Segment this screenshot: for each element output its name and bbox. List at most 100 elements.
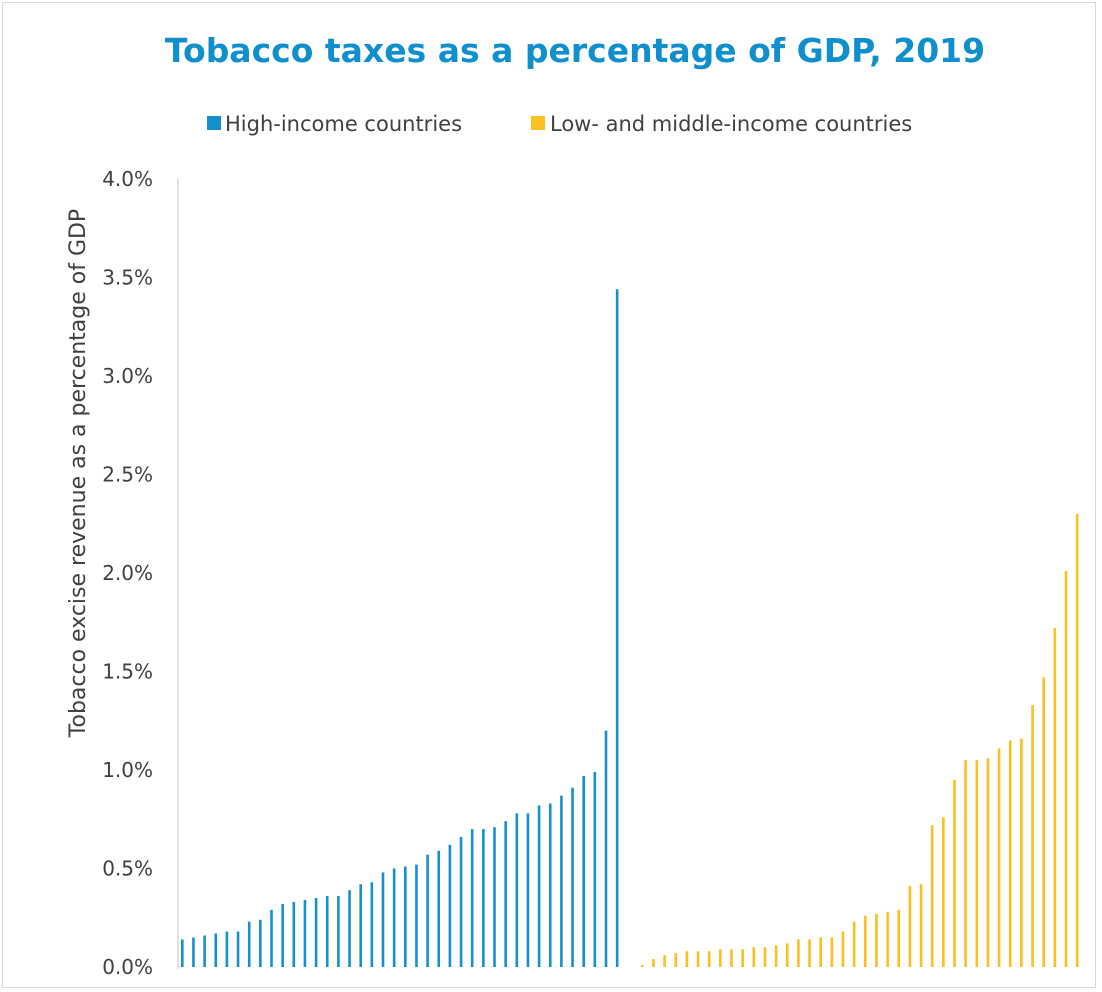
bar-high-income xyxy=(470,829,474,967)
bar-low-middle-income xyxy=(1031,704,1034,967)
tobacco-tax-chart: Tobacco taxes as a percentage of GDP, 20… xyxy=(66,31,1079,979)
bar-low-middle-income xyxy=(1064,571,1068,967)
bar-low-middle-income xyxy=(1008,740,1012,967)
bar-high-income xyxy=(493,827,496,967)
bar-high-income xyxy=(404,866,407,967)
bar-low-middle-income xyxy=(752,947,756,967)
bar-low-middle-income xyxy=(986,758,990,967)
bar-high-income xyxy=(370,882,374,967)
bar-high-income xyxy=(325,896,329,967)
bar-high-income xyxy=(593,771,597,967)
bar-low-middle-income xyxy=(819,937,822,967)
legend: High-income countries Low- and middle-in… xyxy=(207,112,912,136)
y-tick-label: 1.0% xyxy=(102,758,153,782)
bar-high-income xyxy=(247,921,251,967)
bar-high-income xyxy=(381,872,385,967)
bar-low-middle-income xyxy=(964,760,967,967)
bar-low-middle-income xyxy=(1053,628,1057,967)
bar-high-income xyxy=(214,933,218,967)
bar-low-middle-income xyxy=(763,947,767,967)
bar-low-middle-income xyxy=(785,943,789,967)
bar-low-middle-income xyxy=(864,915,867,967)
bar-high-income xyxy=(259,919,262,967)
bar-high-income xyxy=(515,813,519,967)
bar-low-middle-income xyxy=(886,911,889,967)
bar-low-middle-income xyxy=(919,884,923,967)
y-tick-label: 4.0% xyxy=(102,167,153,191)
bar-low-middle-income xyxy=(852,921,856,967)
bar-high-income xyxy=(303,900,307,967)
y-tick-label: 3.5% xyxy=(102,266,153,290)
bar-high-income xyxy=(482,829,485,967)
bar-low-middle-income xyxy=(975,760,979,967)
bar-high-income xyxy=(337,896,340,967)
bar-low-middle-income xyxy=(797,939,800,967)
y-tick-label: 0.0% xyxy=(102,955,153,979)
bar-low-middle-income xyxy=(897,909,901,967)
bar-high-income xyxy=(537,805,541,967)
bar-low-middle-income xyxy=(641,965,644,967)
bar-low-middle-income xyxy=(953,779,956,967)
y-tick-label: 3.0% xyxy=(102,364,153,388)
bar-high-income xyxy=(415,864,418,967)
legend-label-low-middle-income: Low- and middle-income countries xyxy=(550,112,912,136)
bar-low-middle-income xyxy=(808,939,811,967)
bar-low-middle-income xyxy=(652,959,655,967)
bar-high-income xyxy=(526,813,530,967)
bar-low-middle-income xyxy=(741,949,744,967)
bar-high-income xyxy=(504,821,507,967)
bar-high-income xyxy=(314,898,318,967)
bar-high-income xyxy=(192,937,195,967)
legend-swatch-high-income xyxy=(207,116,221,130)
bar-low-middle-income xyxy=(1020,738,1023,967)
bar-high-income xyxy=(181,939,184,967)
bar-low-middle-income xyxy=(830,937,834,967)
bar-low-middle-income xyxy=(674,953,678,967)
bar-high-income xyxy=(437,850,441,967)
bar-high-income xyxy=(548,803,552,967)
legend-swatch-low-middle-income xyxy=(531,116,545,130)
bar-high-income xyxy=(571,787,574,967)
bar-low-middle-income xyxy=(841,931,845,967)
y-axis-label: Tobacco excise revenue as a percentage o… xyxy=(66,209,91,738)
bar-low-middle-income xyxy=(1075,513,1079,967)
bar-low-middle-income xyxy=(930,825,934,967)
bar-high-income xyxy=(604,730,608,967)
bar-low-middle-income xyxy=(908,886,912,967)
y-tick-label: 1.5% xyxy=(102,660,153,684)
bar-high-income xyxy=(348,890,351,967)
bar-low-middle-income xyxy=(719,949,722,967)
y-tick-label: 2.5% xyxy=(102,463,153,487)
bar-high-income xyxy=(448,844,452,967)
bar-high-income xyxy=(292,901,296,967)
bar-low-middle-income xyxy=(685,951,689,967)
bar-low-middle-income xyxy=(663,955,666,967)
bars xyxy=(181,289,1079,967)
chart-title: Tobacco taxes as a percentage of GDP, 20… xyxy=(165,31,985,70)
bar-high-income xyxy=(392,868,396,967)
legend-label-high-income: High-income countries xyxy=(225,112,462,136)
bar-high-income xyxy=(225,931,229,967)
bar-high-income xyxy=(236,931,240,967)
bar-high-income xyxy=(560,795,563,967)
y-axis-ticks: 0.0% 0.5% 1.0% 1.5% 2.0% 2.5% 3.0% 3.5% 4.0% xyxy=(102,167,153,979)
bar-high-income xyxy=(426,854,429,967)
bar-high-income xyxy=(203,935,206,967)
bar-high-income xyxy=(359,884,362,967)
bar-low-middle-income xyxy=(942,817,945,967)
bar-high-income xyxy=(270,909,273,967)
bar-high-income xyxy=(582,775,585,967)
bar-high-income xyxy=(459,836,463,967)
bar-low-middle-income xyxy=(875,913,878,967)
bar-low-middle-income xyxy=(696,951,700,967)
bar-low-middle-income xyxy=(997,748,1001,967)
bar-low-middle-income xyxy=(707,951,711,967)
bar-low-middle-income xyxy=(774,945,778,967)
bar-low-middle-income xyxy=(1042,677,1045,967)
y-tick-label: 0.5% xyxy=(102,857,153,881)
y-tick-label: 2.0% xyxy=(102,561,153,585)
bar-low-middle-income xyxy=(730,949,733,967)
bar-high-income xyxy=(281,903,284,967)
bar-high-income xyxy=(615,289,619,967)
